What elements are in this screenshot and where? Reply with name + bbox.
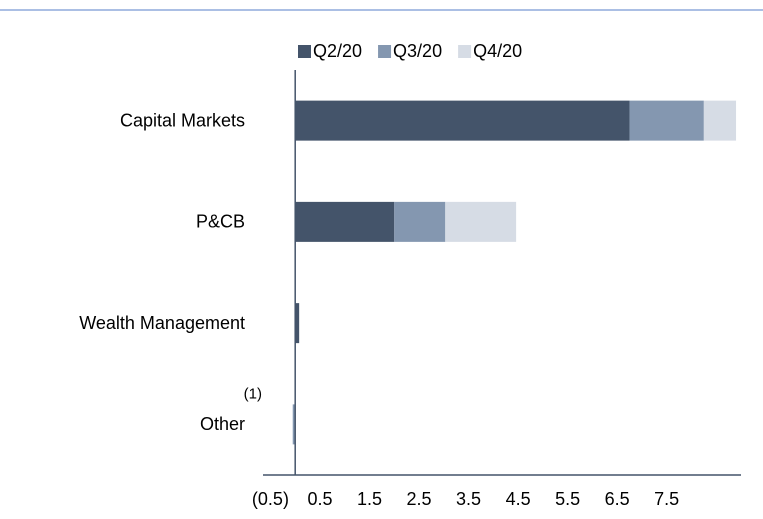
- legend-swatch: [458, 45, 472, 58]
- bar: [295, 303, 300, 344]
- x-tick-label: 7.5: [654, 489, 679, 509]
- bar: [295, 100, 630, 141]
- x-tick-label: 5.5: [555, 489, 580, 509]
- x-tick-label: 2.5: [407, 489, 432, 509]
- y-tick-label: P&CB: [196, 212, 245, 232]
- y-tick-label: Capital Markets: [120, 110, 245, 130]
- legend-swatch: [378, 45, 392, 58]
- bar: [703, 100, 737, 141]
- x-tick-label: 4.5: [506, 489, 531, 509]
- x-tick-label: 0.5: [307, 489, 332, 509]
- bar: [629, 100, 704, 141]
- x-tick-label: (0.5): [252, 489, 289, 509]
- x-tick-label: 1.5: [357, 489, 382, 509]
- bar: [445, 201, 517, 242]
- x-tick-label: 6.5: [605, 489, 630, 509]
- bar: [295, 201, 395, 242]
- legend-label: Q2/20: [313, 41, 362, 61]
- y-tick-label: Other: [200, 414, 245, 434]
- y-tick-label: Wealth Management: [79, 313, 245, 333]
- legend-swatch: [298, 45, 311, 58]
- bar: [394, 201, 446, 242]
- annotation: (1): [244, 385, 262, 402]
- legend-label: Q4/20: [473, 41, 522, 61]
- bar: [292, 404, 296, 445]
- x-tick-label: 3.5: [456, 489, 481, 509]
- legend-label: Q3/20: [393, 41, 442, 61]
